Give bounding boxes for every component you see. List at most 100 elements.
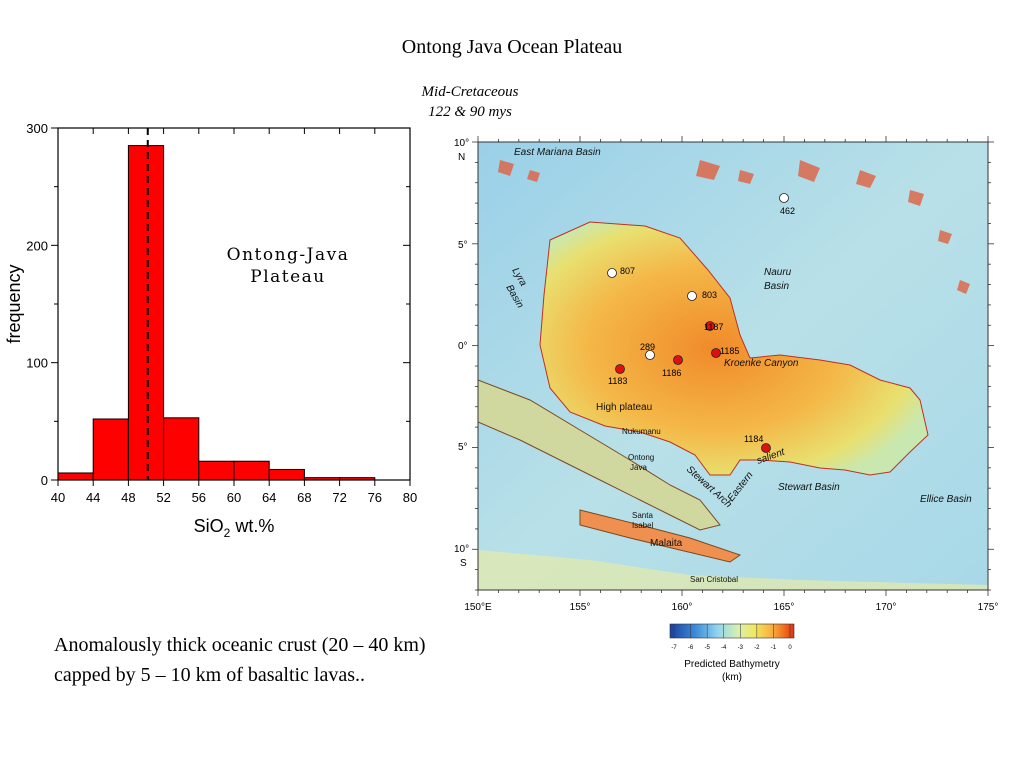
legend-tick-label: 0 <box>788 645 792 651</box>
label-nauru-basin: Basin <box>764 281 789 292</box>
drill-sites: 462 807 803 1187 289 1185 1186 1183 1184 <box>607 193 795 453</box>
x-tick-label: 68 <box>297 490 311 505</box>
legend-tick-label: -1 <box>771 645 777 651</box>
bathymetry-map: 10° N 5° 0° 5° 10° S 150°E 155° 160° 165… <box>454 136 999 683</box>
label-java: Java <box>630 463 647 472</box>
site-label-462: 462 <box>780 206 795 216</box>
legend-tick-label: -7 <box>671 645 677 651</box>
slide-title: Ontong Java Ocean Plateau <box>401 36 623 58</box>
label-stewart-basin: Stewart Basin <box>778 482 840 493</box>
site-marker-462 <box>779 193 789 203</box>
y-tick-label: 200 <box>26 238 48 253</box>
label-high-plateau: High plateau <box>596 402 652 413</box>
histogram-bar-72-76 <box>339 477 376 481</box>
label-east-mariana-basin: East Mariana Basin <box>514 147 601 158</box>
x-tick-label: 60 <box>227 490 241 505</box>
x-tick-label: 64 <box>262 490 276 505</box>
site-label-1183: 1183 <box>608 376 627 386</box>
x-tick-label: 56 <box>192 490 206 505</box>
site-label-289: 289 <box>640 342 655 352</box>
label-san-cristobal: San Cristobal <box>690 575 738 584</box>
lon-label-170: 170° <box>876 602 897 613</box>
y-tick-label: 100 <box>26 356 48 371</box>
site-label-1184: 1184 <box>744 434 763 444</box>
x-axis-label-main: SiO <box>194 516 224 536</box>
site-marker-1186 <box>673 355 683 365</box>
label-nauru: Nauru <box>764 267 792 278</box>
histogram-bar-52-56 <box>163 417 200 481</box>
bathymetry-legend: -7 -6 -5 -4 -3 -2 -1 0 Predicted Bathymetry (km… <box>669 623 795 683</box>
histogram-bar-44-48 <box>92 418 129 481</box>
lon-label-150: 150°E <box>464 602 492 613</box>
site-marker-807 <box>607 268 617 278</box>
lat-label-5s: 5° <box>458 442 468 453</box>
label-nukumanu: Nukumanu <box>622 427 661 436</box>
lat-label-n: N <box>458 152 465 163</box>
x-axis-label-rest: wt.% <box>230 516 274 536</box>
label-isabel: Isabel <box>632 521 654 530</box>
legend-colorbar <box>669 623 795 639</box>
lat-label-0: 0° <box>458 341 468 352</box>
malaita-island <box>579 509 742 563</box>
x-tick-label: 44 <box>86 490 100 505</box>
histogram-bar-68-72 <box>303 477 341 481</box>
y-tick-label: 0 <box>41 473 48 488</box>
sio2-histogram: 40 44 48 52 56 60 64 68 72 76 80 0 100 200 300 Ontong-… <box>4 121 417 540</box>
site-label-807: 807 <box>620 266 635 276</box>
solomon-islands <box>478 379 721 531</box>
site-marker-289 <box>645 350 655 360</box>
label-ellice-basin: Ellice Basin <box>920 494 972 505</box>
plateau-region <box>539 221 929 476</box>
lon-label-160: 160° <box>672 602 693 613</box>
label-santa: Santa <box>632 511 653 520</box>
lat-label-5n: 5° <box>458 240 468 251</box>
x-tick-label: 72 <box>332 490 346 505</box>
lat-label-10s: 10° <box>454 544 469 555</box>
legend-tick-label: -4 <box>721 645 727 651</box>
label-ontong: Ontong <box>628 453 654 462</box>
site-label-1185: 1185 <box>720 346 739 356</box>
lat-label-10n: 10° <box>454 138 469 149</box>
site-label-1186: 1186 <box>662 368 681 378</box>
site-marker-1183 <box>615 364 625 374</box>
histogram-bar-56-60 <box>198 460 235 481</box>
site-label-803: 803 <box>702 290 717 300</box>
lon-label-155: 155° <box>570 602 591 613</box>
legend-title: Predicted Bathymetry <box>684 659 780 670</box>
y-axis-label: frequency <box>4 264 24 343</box>
chart-title-line-2: Plateau <box>250 267 326 287</box>
histogram-bar-40-44 <box>57 472 94 481</box>
map-axis-ticks <box>472 136 994 596</box>
legend-tick-label: -5 <box>704 645 710 651</box>
histogram-bar-48-52 <box>127 145 165 481</box>
legend-tick-label: -6 <box>688 645 694 651</box>
chart-title-line-1: Ontong-Java <box>227 245 350 265</box>
histogram-bar-60-64 <box>233 460 270 481</box>
legend-unit: (km) <box>722 672 742 683</box>
x-tick-label: 80 <box>403 490 417 505</box>
y-tick-label: 300 <box>26 121 48 136</box>
x-tick-label: 48 <box>121 490 135 505</box>
slide-caption: Anomalously thick oceanic crust (20 – 40… <box>54 634 426 686</box>
x-tick-label: 52 <box>156 490 170 505</box>
site-marker-1187 <box>705 321 715 331</box>
subtitle-line-1: Mid-Cretaceous <box>421 84 519 100</box>
x-tick-label: 40 <box>51 490 65 505</box>
lat-label-s: S <box>460 558 467 569</box>
lon-label-165: 165° <box>774 602 795 613</box>
x-tick-label: 76 <box>368 490 382 505</box>
south-margin <box>478 550 988 590</box>
site-marker-803 <box>687 291 697 301</box>
site-label-1187: 1187 <box>704 322 723 332</box>
x-axis-label: SiO2 wt.% <box>194 516 275 540</box>
site-marker-1185 <box>711 348 721 358</box>
histogram-bar-64-68 <box>268 468 305 481</box>
legend-tick-label: -2 <box>754 645 760 651</box>
label-malaita: Malaita <box>650 538 683 549</box>
site-marker-1184 <box>761 443 771 453</box>
x-axis-label-sub: 2 <box>224 526 231 540</box>
slide-subtitle: Mid-Cretaceous 122 & 90 mys <box>380 82 560 122</box>
lon-label-175: 175° <box>978 602 999 613</box>
label-kroenke-canyon: Kroenke Canyon <box>724 358 799 369</box>
subtitle-line-2: 122 & 90 mys <box>428 104 512 120</box>
